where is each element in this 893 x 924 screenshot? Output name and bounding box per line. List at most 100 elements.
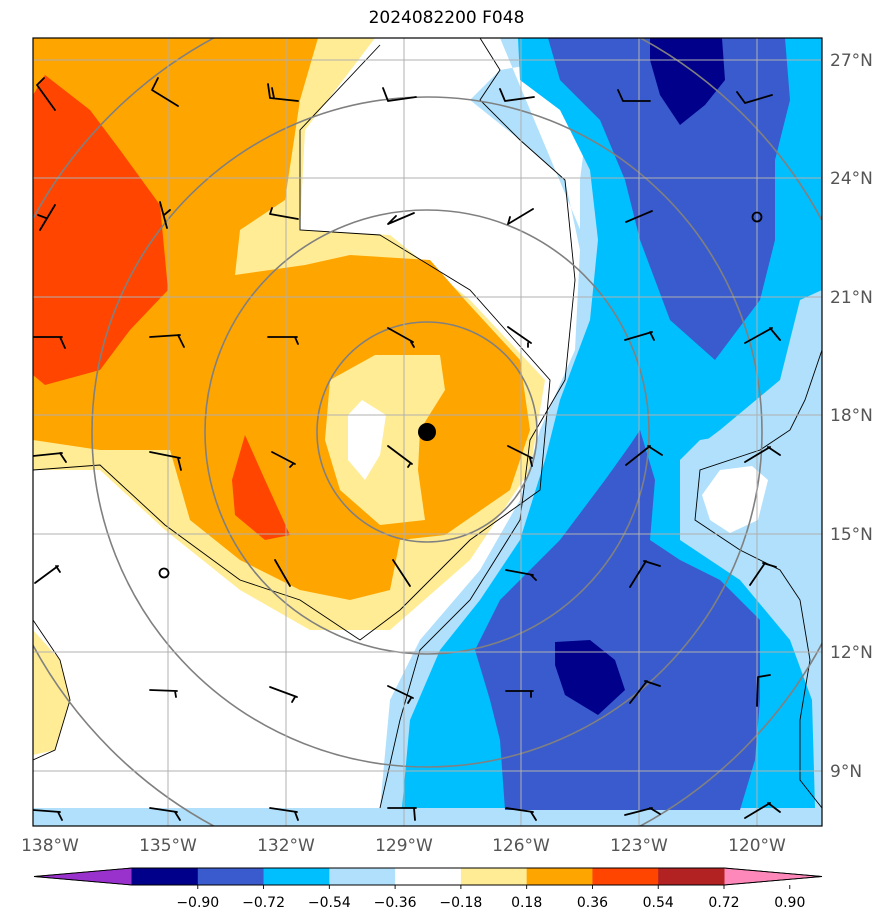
wind-barb: [387, 807, 417, 821]
wind-barb: [149, 689, 178, 698]
y-tick-label: 27°N: [830, 51, 873, 71]
x-tick-label: 120°W: [728, 836, 786, 856]
y-tick-label: 21°N: [830, 288, 873, 308]
wind-barb: [507, 208, 534, 225]
wind-barb: [269, 207, 299, 220]
colorbar-segment: [526, 868, 593, 885]
wind-barb: [507, 326, 532, 348]
x-tick-label: 123°W: [610, 836, 668, 856]
range-ring-2: [204, 209, 650, 655]
wind-barb: [392, 559, 411, 587]
wind-barb: [507, 445, 533, 467]
x-tick-label: 135°W: [139, 836, 197, 856]
contour-line-2: [379, 38, 576, 809]
wind-barb: [499, 88, 535, 102]
wind-barb: [505, 690, 534, 698]
colorbar-segment: [263, 868, 330, 885]
colorbar-outline: [33, 867, 823, 886]
colorbar-segment: [460, 868, 528, 885]
colorbar-segment: [197, 868, 265, 885]
x-axis-labels: 138°W 135°W 132°W 129°W 126°W 123°W 120°…: [21, 836, 786, 856]
wind-barb: [274, 559, 291, 587]
colorbar-tick-label: −0.18: [439, 895, 482, 911]
wind-barb: [34, 565, 61, 584]
colorbar-tick-label: 0.90: [774, 895, 805, 911]
wind-barb: [37, 204, 56, 231]
wind-barb: [625, 445, 663, 466]
x-tick-label: 138°W: [21, 836, 79, 856]
colorbar-extend-low: [33, 867, 133, 886]
range-rings: [33, 38, 822, 826]
x-tick-label: 126°W: [492, 836, 550, 856]
colorbar-segment: [395, 868, 462, 885]
colorbar-segment: [592, 868, 659, 885]
wind-barb: [33, 809, 63, 821]
wind-barb: [629, 560, 661, 588]
wind-barb: [617, 89, 651, 102]
contour-fill-0.54-south: [232, 435, 290, 540]
wind-barb: [387, 445, 413, 468]
wind-barb: [387, 212, 415, 225]
wind-barb: [267, 336, 299, 345]
y-tick-label: 9°N: [830, 762, 862, 782]
map-title: 2024082200 F048: [368, 8, 525, 28]
map-panel: [33, 38, 822, 826]
colorbar-tick-label: 0.72: [708, 895, 739, 911]
colorbar-tick-label: −0.90: [176, 895, 219, 911]
colorbar-segment: [329, 868, 396, 885]
wind-barb: [744, 802, 781, 819]
wind-barb: [505, 807, 537, 821]
wind-barb: [36, 77, 56, 111]
wind-barb: [33, 452, 67, 463]
colorbar-segment: [658, 868, 725, 885]
wind-barb: [269, 807, 299, 821]
wind-barb: [271, 451, 296, 468]
wind-barb: [625, 210, 653, 223]
wind-barb: [159, 201, 171, 229]
colorbar: −0.90 −0.72 −0.54 −0.36 −0.18 0.18 0.36 0.54 0.7…: [33, 867, 823, 911]
y-axis-labels: 27°N 24°N 21°N 18°N 15°N 12°N 9°N: [830, 51, 873, 782]
contour-fill-neg0.54-north: [548, 38, 790, 360]
x-tick-label: 129°W: [375, 836, 433, 856]
wind-barb: [267, 83, 299, 102]
contour-fill-0.18-west: [33, 630, 70, 755]
contour-fill-neg0.54-south: [475, 430, 760, 810]
wind-barb: [629, 680, 661, 704]
y-tick-label: 15°N: [830, 525, 873, 545]
wind-barb: [756, 674, 771, 707]
range-ring-3: [91, 96, 763, 768]
colorbar-tick-label: 0.36: [577, 895, 608, 911]
wind-barb: [749, 562, 777, 586]
wind-barb: [151, 77, 179, 107]
wind-barb: [382, 87, 417, 102]
colorbar-tick-label: −0.72: [242, 895, 285, 911]
colorbar-tick-label: −0.54: [308, 895, 351, 911]
colorbar-extend-high: [723, 867, 823, 886]
x-tick-label: 132°W: [257, 836, 315, 856]
wind-barb: [149, 451, 182, 471]
contour-fill-0.54: [33, 75, 168, 385]
wind-barb: [744, 446, 781, 463]
colorbar-tick-label: 0.54: [643, 895, 674, 911]
wind-barb: [269, 686, 298, 703]
colorbar-tick-label: −0.36: [374, 895, 417, 911]
wind-barb: [624, 807, 661, 816]
wind-barb: [33, 336, 66, 349]
contour-fill-neg0.72-south: [555, 640, 625, 715]
wind-barb: [149, 334, 185, 348]
wind-barb: [387, 685, 414, 704]
colorbar-segment: [132, 868, 199, 885]
map-frame: [32, 37, 823, 827]
contour-line-1: [33, 44, 551, 641]
contour-fill-inner-yellow: [325, 355, 445, 525]
wind-barb: [149, 807, 181, 821]
colorbar-tick-label: 0.18: [511, 895, 542, 911]
wind-barbs: [33, 77, 781, 821]
contour-fill-eye: [348, 400, 386, 480]
wind-barb: [744, 327, 781, 344]
range-ring-1: [316, 321, 538, 543]
contour-line-4: [33, 619, 71, 761]
y-tick-label: 24°N: [830, 169, 873, 189]
low-marker-west: [158, 567, 170, 579]
